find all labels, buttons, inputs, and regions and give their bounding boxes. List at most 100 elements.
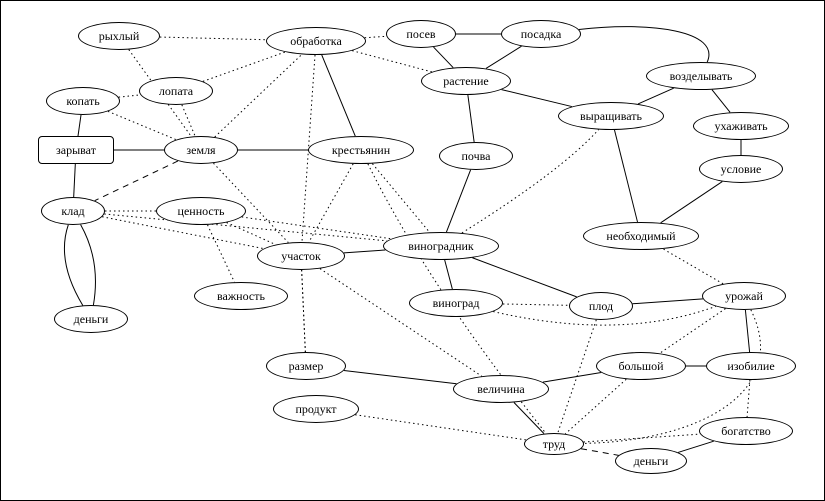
node-velichina: величина <box>453 375 549 403</box>
node-label: возделывать <box>670 69 733 84</box>
node-label: богатство <box>721 424 771 439</box>
diagram-canvas: рыхлый обработка посев посадка копать лопата р… <box>0 0 825 501</box>
node-rykhlyy: рыхлый <box>78 22 160 50</box>
node-ukhazhivat: ухаживать <box>693 112 789 140</box>
node-label: земля <box>186 143 215 158</box>
edge-vyrashchivat-vozdelyvat <box>638 88 674 104</box>
node-label: растение <box>443 74 488 89</box>
edge-tsennost-vazhnost <box>208 225 235 282</box>
node-label: изобилие <box>727 359 774 374</box>
edge-zemlya-obrabotka <box>215 54 302 137</box>
edge-zemlya-klad <box>95 161 178 201</box>
edge-kopat-zemlya <box>108 111 176 139</box>
node-label: выращивать <box>580 109 642 124</box>
node-label: обработка <box>290 34 342 49</box>
edge-trud-dengi2 <box>581 449 619 456</box>
edge-produkt-trud <box>355 415 526 440</box>
node-vinogradnik: виноградник <box>383 232 499 260</box>
node-label: участок <box>281 249 321 264</box>
edge-posadka-rastenie <box>486 46 521 68</box>
edge-urozhay-izobilie <box>745 310 749 352</box>
edge-klad-dengi1 <box>64 225 82 306</box>
node-bolshoy: большой <box>596 352 686 380</box>
node-label: урожай <box>725 289 763 304</box>
edge-plod-trud <box>558 320 597 433</box>
edge-tsennost-uchastok <box>227 223 276 245</box>
edge-kopat-lopata <box>119 95 141 97</box>
node-label: продукт <box>295 402 336 417</box>
node-label: виноградник <box>408 239 474 254</box>
node-label: деньги <box>74 312 109 327</box>
edge-obrabotka-rastenie <box>352 51 432 72</box>
node-label: важность <box>217 289 265 304</box>
node-label: почва <box>462 149 491 164</box>
node-label: необходимый <box>606 229 675 244</box>
node-label: виноград <box>433 296 480 311</box>
edge-tsennost-vinogradnik <box>242 217 392 239</box>
edge-velichina-trud <box>514 402 544 433</box>
node-label: размер <box>289 359 324 374</box>
node-label: ценность <box>178 204 225 219</box>
edge-bolshoy-trud <box>565 379 626 434</box>
node-lopata: лопата <box>139 77 213 105</box>
edge-zaryvat-klad <box>74 164 76 197</box>
edge-plod-urozhay <box>633 299 703 304</box>
edge-razmer-uchastok <box>302 270 306 352</box>
edge-klad-dengi1 <box>81 225 96 305</box>
edge-uchastok-razmer <box>302 270 306 352</box>
node-neobkhodimyy: необходимый <box>583 222 699 250</box>
node-plod: плод <box>569 292 633 320</box>
node-zemlya: земля <box>164 136 238 164</box>
edge-dengi2-bogatstvo <box>678 441 714 452</box>
node-obrabotka: обработка <box>266 27 366 55</box>
edge-vinogradnik-vinograd <box>445 260 453 289</box>
edge-posadka-vozdelyvat <box>579 27 709 62</box>
node-label: копать <box>66 94 99 109</box>
edge-uchastok-velichina <box>320 269 482 377</box>
edge-vozdelyvat-ukhazhivat <box>712 90 730 113</box>
node-label: посадка <box>521 27 562 42</box>
edge-velichina-bolshoy <box>543 373 601 383</box>
edge-obrabotka-posev <box>365 36 387 37</box>
edge-rykhlyy-obrabotka <box>160 37 266 40</box>
node-label: плод <box>589 299 613 314</box>
node-vozdelyvat: возделывать <box>646 62 756 90</box>
node-uchastok: участок <box>257 242 345 270</box>
edge-krestyanin-vinogradnik <box>372 164 429 233</box>
node-urozhay: урожай <box>702 282 786 310</box>
edge-trud-bogatstvo <box>584 434 701 442</box>
node-rastenie: растение <box>421 67 511 95</box>
node-posadka: посадка <box>501 20 581 48</box>
node-vyrashchivat: выращивать <box>558 102 664 130</box>
node-tsennost: ценность <box>156 197 246 225</box>
node-label: посев <box>406 27 435 42</box>
edge-vyrashchivat-neobkhodimyy <box>614 130 637 222</box>
edge-uchastok-vinogradnik <box>344 250 385 253</box>
node-label: рыхлый <box>99 29 140 44</box>
node-razmer: размер <box>266 352 346 380</box>
node-produkt: продукт <box>273 395 359 423</box>
edge-vinogradnik-pochva <box>446 170 470 232</box>
node-dengi2: деньги <box>615 448 687 474</box>
edge-krestyanin-uchastok <box>309 164 353 242</box>
edge-vinogradnik-plod <box>472 258 576 297</box>
node-posev: посев <box>386 20 456 48</box>
node-zaryvat: зарыват <box>38 136 114 164</box>
node-label: крестьянин <box>332 143 390 158</box>
edge-rastenie-pochva <box>468 95 474 142</box>
node-krestyanin: крестьянин <box>308 136 414 164</box>
node-uslovie: условие <box>699 155 783 183</box>
node-vinograd: виноград <box>409 289 503 317</box>
node-label: труд <box>543 437 566 452</box>
edge-uslovie-neobkhodimyy <box>661 182 723 223</box>
node-label: лопата <box>159 84 193 99</box>
edge-kopat-zaryvat <box>78 115 81 136</box>
edge-urozhay-bolshoy <box>660 309 726 354</box>
node-izobilie: изобилие <box>706 352 796 380</box>
node-pochva: почва <box>439 142 513 170</box>
edge-izobilie-bogatstvo <box>747 380 750 417</box>
node-label: клад <box>61 204 84 219</box>
node-label: большой <box>618 359 663 374</box>
node-label: величина <box>477 382 525 397</box>
node-label: деньги <box>634 454 669 469</box>
